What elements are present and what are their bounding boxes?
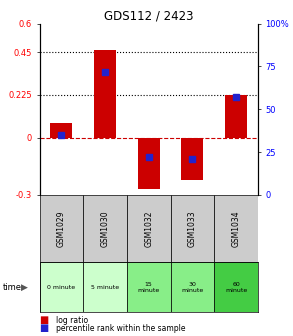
Bar	[94, 50, 116, 138]
Text: ▶: ▶	[21, 283, 28, 292]
Bar	[171, 262, 214, 312]
Bar	[40, 195, 83, 262]
Bar	[127, 262, 171, 312]
Text: ■: ■	[40, 323, 49, 333]
Bar	[83, 195, 127, 262]
Text: time: time	[3, 283, 22, 292]
Text: GSM1033: GSM1033	[188, 210, 197, 247]
Text: GSM1032: GSM1032	[144, 210, 153, 247]
Text: GSM1034: GSM1034	[231, 210, 241, 247]
Bar	[214, 262, 258, 312]
Bar	[214, 195, 258, 262]
Text: 0 minute: 0 minute	[47, 285, 75, 290]
Bar	[83, 262, 127, 312]
Bar	[225, 95, 247, 138]
Bar	[50, 123, 72, 138]
Bar	[127, 195, 171, 262]
Text: 5 minute: 5 minute	[91, 285, 119, 290]
Text: 30
minute: 30 minute	[181, 282, 203, 293]
Text: 15
minute: 15 minute	[138, 282, 160, 293]
Text: log ratio: log ratio	[56, 316, 88, 325]
Text: 60
minute: 60 minute	[225, 282, 247, 293]
Text: GSM1029: GSM1029	[57, 210, 66, 247]
Bar	[171, 195, 214, 262]
Text: ■: ■	[40, 315, 49, 325]
Title: GDS112 / 2423: GDS112 / 2423	[104, 9, 193, 23]
Text: GSM1030: GSM1030	[100, 210, 110, 247]
Text: percentile rank within the sample: percentile rank within the sample	[56, 324, 185, 333]
Bar	[40, 262, 83, 312]
Bar	[181, 138, 203, 180]
Bar	[138, 138, 160, 189]
